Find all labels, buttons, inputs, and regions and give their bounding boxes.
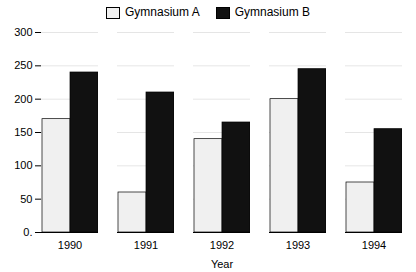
svg-text:1992: 1992 xyxy=(210,239,234,251)
svg-text:100: 100 xyxy=(14,159,32,171)
svg-text:0.: 0. xyxy=(23,226,32,238)
svg-text:50: 50 xyxy=(20,193,32,205)
svg-text:1990: 1990 xyxy=(58,239,82,251)
html-text:Gymnasium B: Gymnasium B xyxy=(234,5,310,19)
svg-text:1993: 1993 xyxy=(286,239,310,251)
svg-text:250: 250 xyxy=(14,59,32,71)
svg-text:150: 150 xyxy=(14,126,32,138)
svg-text:1994: 1994 xyxy=(362,239,386,251)
svg-text:200: 200 xyxy=(14,93,32,105)
svg-text:300: 300 xyxy=(14,26,32,38)
svg-text:1991: 1991 xyxy=(134,239,158,251)
svg-text:Year: Year xyxy=(211,258,234,270)
html-text:Gymnasium A: Gymnasium A xyxy=(125,5,200,19)
